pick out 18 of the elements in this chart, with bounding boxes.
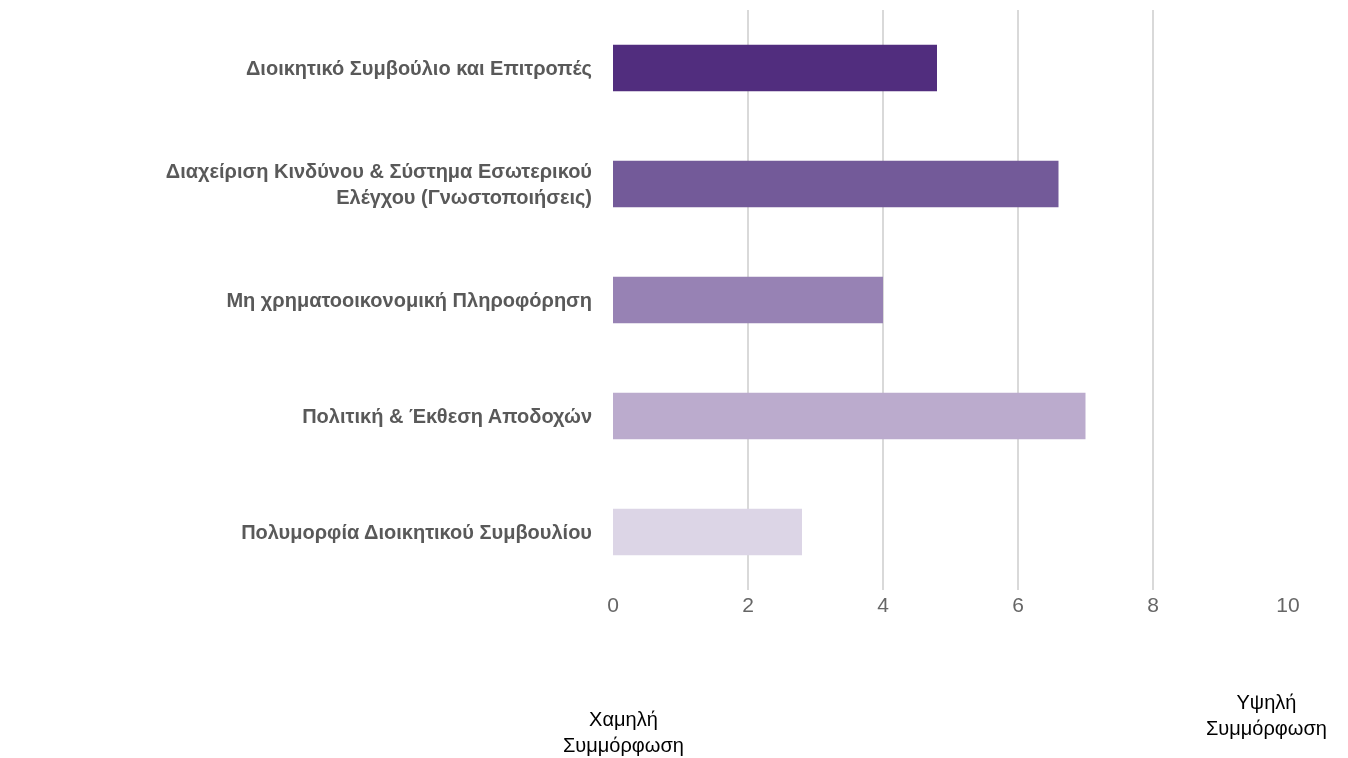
- x-tick-label: 2: [742, 593, 754, 616]
- text: Χαμηλή Συμμόρφωση: [563, 708, 684, 756]
- y-tick-label: Διαχείριση Κινδύνου & Σύστημα Εσωτερικού Ελέγχου (Γνωστοποιήσεις): [165, 160, 592, 208]
- y-tick-label: Διοικητικό Συμβούλιο και Επιτροπές: [245, 57, 592, 79]
- x-tick-label: 6: [1012, 593, 1024, 616]
- bar: [613, 160, 1059, 208]
- bar: [613, 508, 802, 556]
- x-tick-label: 10: [1276, 593, 1300, 616]
- text: Υψηλή Συμμόρφωση: [1206, 691, 1327, 739]
- x-tick-label: 8: [1147, 593, 1159, 616]
- x-tick-label: 0: [607, 593, 619, 616]
- y-tick-label: Μη χρηματοοικονομική Πληροφόρηση: [226, 289, 592, 311]
- x-tick-label: 4: [877, 593, 890, 616]
- y-tick-label: Πολυμορφία Διοικητικού Συμβουλίου: [241, 521, 592, 543]
- y-tick-label: Πολιτική & Έκθεση Αποδοχών: [302, 405, 592, 427]
- bar: [613, 276, 883, 324]
- bar: [613, 392, 1086, 440]
- bar: [613, 44, 937, 92]
